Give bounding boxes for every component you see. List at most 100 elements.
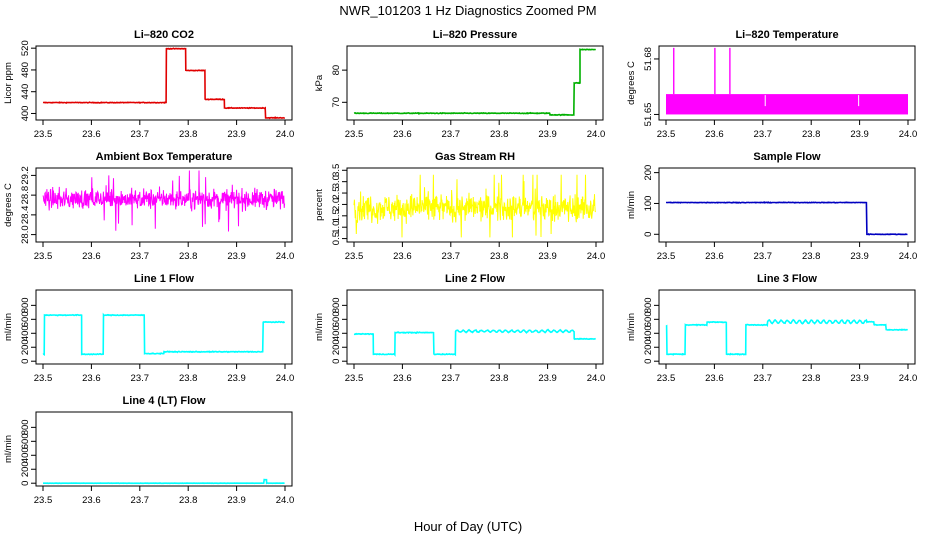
x-tick-label: 24.0 <box>276 495 295 506</box>
x-tick-label: 23.5 <box>34 251 53 262</box>
series-co2 <box>42 47 286 120</box>
series-line1 <box>42 312 286 356</box>
y-tick-label: 200 <box>331 339 342 355</box>
x-tick-label: 23.9 <box>227 129 246 140</box>
x-tick-label: 23.9 <box>850 373 869 384</box>
x-tick-label: 23.8 <box>802 251 821 262</box>
y-axis: 51.65 51.68 <box>643 47 659 126</box>
figure-title: NWR_101203 1 Hz Diagnostics Zoomed PM <box>339 3 596 18</box>
plot-frame <box>658 167 916 243</box>
x-tick-label: 23.6 <box>82 129 101 140</box>
x-axis: 23.5 23.6 23.7 23.8 23.9 24.0 <box>657 364 918 384</box>
plot-frame <box>35 411 293 487</box>
x-tick-label: 23.5 <box>345 251 364 262</box>
plot-frame <box>658 289 916 365</box>
plot-frame <box>346 45 604 121</box>
x-tick-label: 24.0 <box>276 373 295 384</box>
x-tick-label: 24.0 <box>899 129 918 140</box>
y-tick-label: 3.5 <box>331 164 342 177</box>
panel-title: Line 3 Flow <box>757 273 817 285</box>
x-tick-label: 23.8 <box>490 373 509 384</box>
y-tick-label: 400 <box>20 447 31 463</box>
x-tick-label: 24.0 <box>587 373 606 384</box>
y-axis: 28.028.428.829.2 <box>20 166 36 244</box>
x-tick-label: 23.5 <box>657 251 676 262</box>
y-tick-label: 800 <box>643 297 654 313</box>
panel-title: Line 1 Flow <box>134 273 194 285</box>
x-tick-label: 23.8 <box>179 251 198 262</box>
x-tick-label: 23.8 <box>802 129 821 140</box>
x-tick-label: 23.6 <box>393 129 412 140</box>
y-tick-label: 3.0 <box>331 175 342 188</box>
y-tick-label: 51.68 <box>643 47 654 71</box>
y-tick-label: 800 <box>20 419 31 435</box>
panel-line1: Line 1 Flow ml/min 23.5 23.6 23.7 23.8 23.9 24.… <box>3 273 294 384</box>
y-tick-label: 200 <box>643 339 654 355</box>
y-tick-label: 600 <box>20 311 31 327</box>
x-axis: 23.5 23.6 23.7 23.8 23.9 24.0 <box>34 120 295 140</box>
series-line <box>666 201 908 236</box>
x-tick-label: 23.9 <box>227 251 246 262</box>
x-tick-label: 23.7 <box>131 251 150 262</box>
series-line <box>353 328 596 357</box>
x-axis: 23.5 23.6 23.7 23.8 23.9 24.0 <box>657 120 918 140</box>
y-tick-label: 440 <box>20 84 31 100</box>
x-tick-label: 23.8 <box>802 373 821 384</box>
x-axis: 23.5 23.6 23.7 23.8 23.9 24.0 <box>34 242 294 262</box>
y-tick-label: 28.0 <box>20 225 31 244</box>
y-tick-label: 0 <box>643 232 654 237</box>
panel-rh: Gas Stream RH percent 23.5 23.6 23.7 23.8 23.9… <box>314 151 605 262</box>
x-tick-label: 24.0 <box>276 129 295 140</box>
x-tick-label: 23.6 <box>705 251 724 262</box>
y-tick-label: 600 <box>643 311 654 327</box>
y-tick-label: 480 <box>20 62 31 78</box>
series-pressure <box>353 48 596 117</box>
series-line <box>353 174 597 238</box>
x-tick-label: 23.7 <box>754 373 773 384</box>
panel-title: Li–820 Pressure <box>433 29 517 41</box>
x-tick-label: 23.6 <box>82 373 101 384</box>
x-tick-label: 23.8 <box>179 495 198 506</box>
x-tick-label: 24.0 <box>587 251 606 262</box>
x-tick-label: 23.6 <box>705 373 724 384</box>
panel-line3: Line 3 Flow ml/min 23.5 23.6 23.7 23.8 23.9 24.… <box>626 273 917 384</box>
y-tick-label: 400 <box>20 325 31 341</box>
x-tick-label: 23.6 <box>82 251 101 262</box>
y-tick-label: 400 <box>643 325 654 341</box>
x-tick-label: 23.7 <box>442 373 461 384</box>
x-tick-label: 23.7 <box>754 251 773 262</box>
y-tick-label: 200 <box>20 339 31 355</box>
x-axis: 23.5 23.6 23.7 23.8 23.9 24.0 <box>657 242 917 262</box>
y-tick-label: 800 <box>331 297 342 313</box>
panel-line2: Line 2 Flow ml/min 23.5 23.6 23.7 23.8 23.9 24.… <box>314 273 605 384</box>
series-sample <box>666 201 908 236</box>
y-axis-label: ml/min <box>626 191 637 219</box>
x-tick-label: 23.8 <box>179 129 198 140</box>
y-tick-label: 0 <box>331 359 342 364</box>
series-line <box>665 318 908 356</box>
y-tick-label: 28.8 <box>20 186 31 205</box>
y-tick-label: 100 <box>643 196 654 212</box>
y-tick-label: 600 <box>331 311 342 327</box>
x-tick-label: 23.5 <box>657 373 676 384</box>
series-line <box>42 312 286 356</box>
series-temperature <box>666 47 908 115</box>
panel-title: Li–820 Temperature <box>735 29 838 41</box>
x-tick-label: 23.9 <box>850 251 869 262</box>
x-tick-label: 23.7 <box>442 251 461 262</box>
y-tick-label: 520 <box>20 40 31 56</box>
x-tick-label: 23.5 <box>657 129 676 140</box>
x-tick-label: 23.6 <box>393 373 412 384</box>
x-axis: 23.5 23.6 23.7 23.8 23.9 24.0 <box>34 364 295 384</box>
x-tick-label: 23.7 <box>131 373 150 384</box>
x-tick-label: 23.5 <box>34 495 53 506</box>
x-tick-label: 24.0 <box>899 373 918 384</box>
panel-title: Ambient Box Temperature <box>96 151 233 163</box>
plot-frame <box>35 45 293 121</box>
y-tick-label: 1.0 <box>331 221 342 234</box>
plot-frame <box>658 45 916 121</box>
